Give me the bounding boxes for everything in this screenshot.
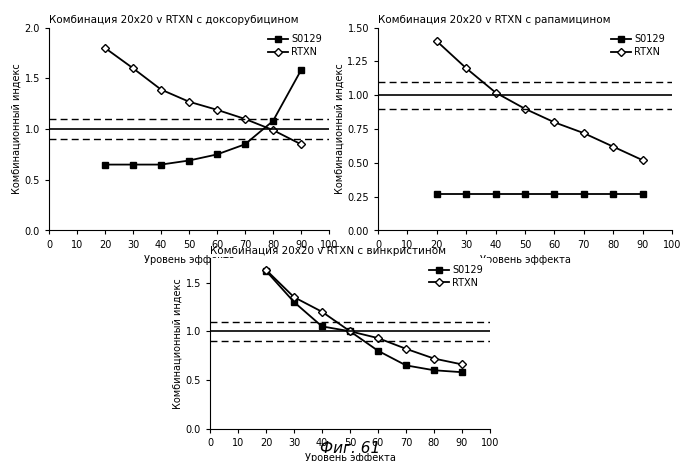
S0129 <box>430 367 438 373</box>
S0129 <box>374 348 382 354</box>
RTXN <box>638 157 647 163</box>
Legend: S0129, RTXN: S0129, RTXN <box>609 33 667 59</box>
Legend: S0129, RTXN: S0129, RTXN <box>266 33 324 59</box>
S0129 <box>346 329 354 334</box>
Line: S0129: S0129 <box>434 191 645 197</box>
Legend: S0129, RTXN: S0129, RTXN <box>427 263 485 290</box>
RTXN <box>213 107 221 112</box>
S0129 <box>550 191 559 197</box>
S0129 <box>458 369 466 375</box>
Y-axis label: Комбинационный индекс: Комбинационный индекс <box>12 64 22 195</box>
RTXN <box>458 361 466 367</box>
S0129 <box>129 162 137 167</box>
Line: RTXN: RTXN <box>434 38 645 163</box>
S0129 <box>521 191 529 197</box>
X-axis label: Уровень эффекта: Уровень эффекта <box>304 453 395 461</box>
RTXN <box>157 87 165 92</box>
RTXN <box>430 356 438 361</box>
RTXN <box>491 90 500 95</box>
S0129 <box>185 158 193 163</box>
RTXN <box>129 65 137 71</box>
RTXN <box>374 335 382 341</box>
S0129 <box>462 191 470 197</box>
Line: RTXN: RTXN <box>102 45 304 147</box>
Line: RTXN: RTXN <box>263 267 465 367</box>
S0129 <box>433 191 441 197</box>
RTXN <box>185 99 193 105</box>
RTXN <box>402 346 410 352</box>
X-axis label: Уровень эффекта: Уровень эффекта <box>480 255 570 265</box>
RTXN <box>290 295 298 300</box>
S0129 <box>101 162 109 167</box>
S0129 <box>262 268 270 273</box>
RTXN <box>550 119 559 125</box>
RTXN <box>262 267 270 272</box>
RTXN <box>521 106 529 112</box>
RTXN <box>241 116 249 122</box>
S0129 <box>269 118 277 124</box>
RTXN <box>318 309 326 314</box>
RTXN <box>580 130 588 136</box>
Line: S0129: S0129 <box>102 67 304 167</box>
RTXN <box>101 45 109 51</box>
RTXN <box>462 65 470 71</box>
S0129 <box>638 191 647 197</box>
S0129 <box>318 324 326 329</box>
RTXN <box>269 127 277 133</box>
S0129 <box>157 162 165 167</box>
Y-axis label: Комбинационный индекс: Комбинационный индекс <box>173 278 183 409</box>
S0129 <box>609 191 617 197</box>
S0129 <box>290 299 298 305</box>
Text: Комбинация 20x20 v RTXN с доксорубицином: Комбинация 20x20 v RTXN с доксорубицином <box>49 16 298 25</box>
S0129 <box>297 67 305 73</box>
RTXN <box>433 38 441 44</box>
RTXN <box>609 144 617 149</box>
Text: Комбинация 20x20 v RTXN с рапамицином: Комбинация 20x20 v RTXN с рапамицином <box>378 16 610 25</box>
RTXN <box>297 142 305 147</box>
Text: Фиг. 61: Фиг. 61 <box>320 441 380 456</box>
Y-axis label: Комбинационный индекс: Комбинационный индекс <box>335 64 344 195</box>
Text: Комбинация 20x20 v RTXN с винкристином: Комбинация 20x20 v RTXN с винкристином <box>210 246 446 256</box>
X-axis label: Уровень эффекта: Уровень эффекта <box>144 255 235 265</box>
S0129 <box>241 142 249 147</box>
RTXN <box>346 329 354 334</box>
S0129 <box>491 191 500 197</box>
S0129 <box>402 363 410 368</box>
Line: S0129: S0129 <box>263 268 465 375</box>
S0129 <box>213 152 221 157</box>
S0129 <box>580 191 588 197</box>
